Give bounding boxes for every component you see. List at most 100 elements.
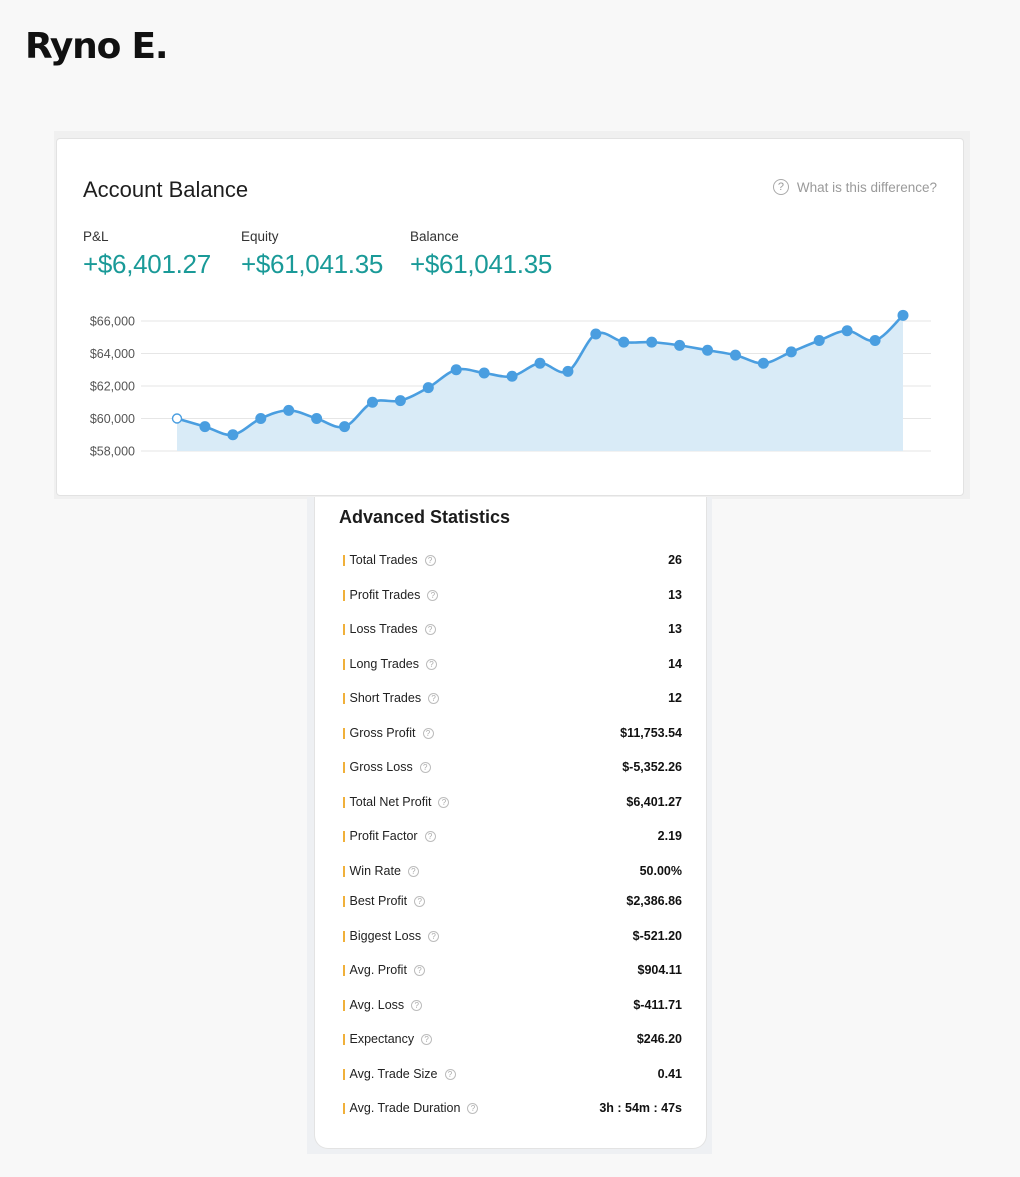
- stat-row: Expectancy? $246.20: [343, 1030, 682, 1048]
- difference-help-text: What is this difference?: [796, 179, 937, 195]
- stat-row: Avg. Profit? $904.11: [343, 961, 682, 979]
- stat-value: 13: [668, 588, 682, 602]
- question-circle-icon[interactable]: ?: [424, 830, 436, 842]
- question-circle-icon[interactable]: ?: [426, 658, 437, 670]
- balance-point[interactable]: [590, 328, 602, 340]
- balance-point[interactable]: [813, 335, 825, 346]
- stat-row: Total Trades? 26: [343, 551, 682, 569]
- balance-metric: Balance +$61,041.35: [410, 229, 552, 280]
- balance-point[interactable]: [757, 357, 769, 369]
- advanced-statistics-card: Advanced Statistics Total Trades? 26 Profi…: [314, 497, 707, 1149]
- y-tick-label: $58,000: [90, 445, 135, 459]
- balance-point[interactable]: [199, 421, 211, 433]
- question-circle-icon[interactable]: ?: [424, 554, 436, 566]
- question-circle-icon[interactable]: ?: [467, 1102, 479, 1114]
- stat-value: 2.19: [657, 829, 682, 843]
- stat-value: 12: [668, 691, 682, 705]
- accent-bar: [343, 1033, 345, 1045]
- balance-point[interactable]: [702, 344, 714, 356]
- question-circle-icon[interactable]: ?: [407, 865, 419, 877]
- stat-value: $904.11: [637, 963, 683, 977]
- question-circle-icon[interactable]: ?: [421, 1033, 433, 1045]
- balance-point[interactable]: [366, 396, 378, 408]
- stat-row: Loss Trades? 13: [343, 620, 682, 638]
- balance-point[interactable]: [841, 325, 853, 337]
- question-circle-icon[interactable]: ?: [413, 964, 425, 976]
- question-circle-icon[interactable]: ?: [444, 1068, 456, 1080]
- advanced-statistics-title: Advanced Statistics: [339, 507, 511, 527]
- stat-value: $246.20: [636, 1032, 682, 1046]
- question-circle-icon[interactable]: ?: [428, 692, 440, 704]
- balance-point[interactable]: [897, 309, 909, 321]
- question-circle-icon[interactable]: ?: [424, 623, 436, 635]
- stat-row: Avg. Trade Duration? 3h : 54m : 47s: [343, 1099, 682, 1117]
- balance-point[interactable]: [785, 346, 797, 358]
- stat-label: Gross Profit: [349, 726, 416, 740]
- stat-value: 14: [668, 657, 682, 671]
- balance-point[interactable]: [674, 339, 686, 351]
- balance-point[interactable]: [562, 365, 574, 377]
- stat-label: Gross Loss: [349, 760, 413, 774]
- accent-bar: [343, 999, 345, 1011]
- question-circle-icon[interactable]: ?: [414, 895, 426, 907]
- balance-point[interactable]: [506, 370, 518, 382]
- balance-point[interactable]: [227, 429, 239, 441]
- balance-point[interactable]: [729, 349, 741, 361]
- stat-value: $6,401.27: [626, 795, 682, 809]
- balance-point[interactable]: [869, 335, 881, 346]
- stat-label: Win Rate: [349, 864, 401, 878]
- account-balance-title: Account Balance: [83, 177, 249, 202]
- balance-point[interactable]: [394, 395, 406, 407]
- accent-bar: [343, 623, 345, 635]
- accent-bar: [343, 761, 345, 773]
- equity-metric: Equity +$61,041.35: [241, 229, 383, 280]
- stat-label: Expectancy: [349, 1032, 415, 1046]
- balance-point[interactable]: [255, 413, 267, 424]
- y-tick-label: $66,000: [90, 315, 135, 329]
- stat-row: Gross Profit? $11,753.54: [343, 724, 682, 742]
- stat-label: Loss Trades: [349, 622, 418, 636]
- stat-label: Long Trades: [349, 657, 420, 671]
- stat-label: Avg. Trade Size: [349, 1067, 438, 1081]
- stat-label: Total Trades: [349, 553, 418, 567]
- stat-label: Best Profit: [349, 894, 408, 908]
- pnl-label: P&L: [83, 229, 109, 244]
- y-tick-label: $60,000: [90, 412, 135, 426]
- balance-point[interactable]: [283, 404, 295, 416]
- difference-help-link[interactable]: ? What is this difference?: [772, 179, 937, 195]
- stat-row: Gross Loss? $-5,352.26: [343, 758, 682, 776]
- y-tick-label: $64,000: [90, 347, 135, 361]
- stat-row: Avg. Loss? $-411.71: [343, 996, 682, 1014]
- stat-value: 50.00%: [639, 864, 682, 878]
- accent-bar: [343, 1102, 345, 1114]
- balance-chart: $66,000 $64,000 $62,000 $60,000 $58,000: [90, 309, 931, 459]
- stat-row: Profit Trades? 13: [343, 586, 682, 604]
- question-circle-icon[interactable]: ?: [422, 727, 434, 739]
- accent-bar: [343, 796, 345, 808]
- balance-point[interactable]: [171, 413, 183, 424]
- balance-point[interactable]: [339, 421, 351, 433]
- balance-point[interactable]: [646, 336, 658, 348]
- equity-label: Equity: [241, 229, 279, 244]
- stat-label: Avg. Profit: [349, 963, 407, 977]
- question-circle-icon[interactable]: ?: [428, 930, 440, 942]
- balance-point[interactable]: [450, 364, 462, 376]
- stat-label: Profit Trades: [349, 588, 421, 602]
- question-circle-icon[interactable]: ?: [411, 999, 423, 1011]
- balance-point[interactable]: [311, 413, 323, 424]
- stat-value: $2,386.86: [626, 894, 682, 908]
- stat-row: Win Rate? 50.00%: [343, 862, 682, 880]
- balance-point[interactable]: [478, 367, 490, 379]
- stat-value: 26: [668, 553, 682, 567]
- question-circle-icon[interactable]: ?: [438, 796, 450, 808]
- stat-value: $-411.71: [633, 998, 682, 1012]
- question-circle-icon[interactable]: ?: [427, 589, 439, 601]
- balance-point[interactable]: [534, 357, 546, 369]
- accent-bar: [343, 727, 345, 739]
- question-circle-icon[interactable]: ?: [419, 761, 431, 773]
- balance-point[interactable]: [422, 382, 434, 394]
- stat-value: 0.41: [657, 1067, 682, 1081]
- balance-value: +$61,041.35: [410, 249, 553, 279]
- balance-point[interactable]: [618, 336, 630, 348]
- stat-label: Biggest Loss: [349, 929, 422, 943]
